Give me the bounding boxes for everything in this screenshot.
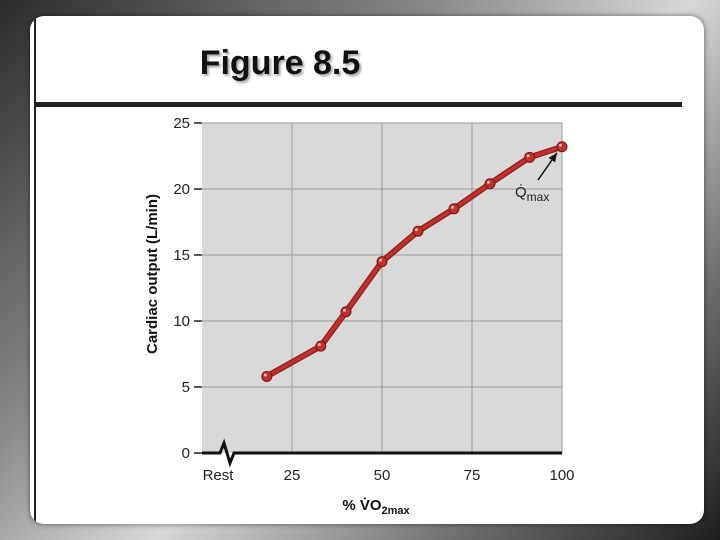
slide-left-rule [34, 16, 36, 524]
qmax-annotation: Q̇max [515, 152, 558, 204]
slide-title: Figure 8.5 [199, 44, 361, 82]
data-point [340, 306, 352, 318]
x-axis-label-main: % V̇O [342, 497, 382, 514]
grid-lines [202, 122, 563, 453]
series-layer [261, 141, 568, 382]
qmax-label-main: Q̇ [515, 184, 527, 201]
axes [194, 122, 562, 468]
data-point [315, 340, 327, 352]
data-point [556, 141, 568, 153]
data-point [261, 370, 273, 382]
data-point-highlight [559, 143, 562, 147]
data-point [524, 151, 536, 163]
x-tick-label: Rest [203, 467, 235, 484]
data-point-highlight [379, 258, 382, 262]
data-point [376, 256, 388, 268]
data-point-highlight [415, 228, 418, 232]
x-axis-line [202, 438, 562, 468]
y-tick-label: 20 [173, 181, 190, 198]
data-point-highlight [526, 154, 530, 158]
x-tick-label: 100 [549, 467, 574, 484]
x-tick-label: 50 [374, 467, 391, 484]
data-point [412, 225, 424, 237]
data-point-highlight [343, 308, 346, 312]
qmax-label-sub: max [527, 190, 550, 204]
data-point-highlight [263, 373, 267, 377]
qmax-label: Q̇max [515, 184, 549, 204]
chart: 0 5 10 15 20 25 Rest 25 50 75 100 Q̇max Cardiac o… [144, 115, 575, 517]
slide: Figure 8.5 0 5 10 15 20 25 Rest 25 50 75 100 Q̇ma… [30, 16, 704, 524]
x-tick-label: 25 [284, 467, 301, 484]
x-axis-label: % V̇O2max [342, 497, 410, 517]
x-tick-labels: Rest 25 50 75 100 [203, 467, 575, 484]
y-axis-label: Cardiac output (L/min) [144, 194, 161, 354]
data-point [484, 178, 496, 190]
x-tick-label: 75 [464, 467, 481, 484]
data-point-highlight [487, 180, 490, 184]
qmax-arrow-head [548, 152, 557, 163]
y-tick-label: 0 [182, 445, 190, 462]
data-point-highlight [451, 205, 454, 209]
data-point-highlight [317, 343, 321, 347]
data-point [448, 203, 460, 215]
y-tick-label: 10 [173, 313, 190, 330]
y-tick-label: 5 [182, 379, 190, 396]
x-axis-label-sub: 2max [382, 505, 411, 517]
y-tick-labels: 0 5 10 15 20 25 [173, 115, 190, 462]
y-tick-label: 15 [173, 247, 190, 264]
slide-title-rule [34, 102, 682, 107]
y-tick-label: 25 [173, 115, 190, 132]
